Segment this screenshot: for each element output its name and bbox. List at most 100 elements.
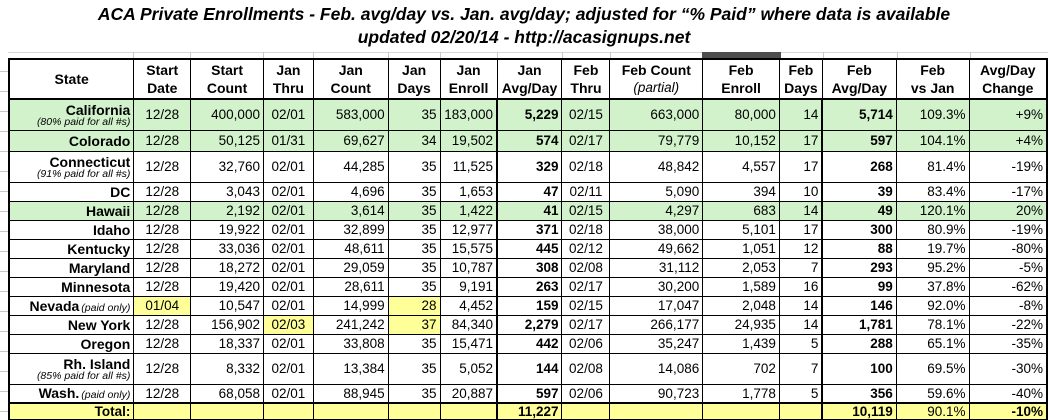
cell-jan-count[interactable]: 48,611 bbox=[312, 238, 389, 259]
cell-jan-thru[interactable]: 01/31 bbox=[262, 129, 314, 152]
cell-feb-avg-day[interactable]: 293 bbox=[821, 257, 897, 278]
cell-start-count[interactable]: 10,547 bbox=[190, 295, 264, 316]
col-header-feb-enroll[interactable]: Feb Enroll bbox=[702, 58, 780, 100]
cell-jan-count[interactable]: 4,696 bbox=[312, 181, 389, 202]
cell-jan-avg-day[interactable]: 41 bbox=[496, 200, 563, 221]
cell-feb-avg-day[interactable]: 1,781 bbox=[821, 314, 897, 335]
col-header-feb-thru[interactable]: Feb Thru bbox=[561, 58, 611, 100]
cell-feb-count[interactable]: 663,000 bbox=[609, 98, 704, 131]
cell-feb-count[interactable]: 17,047 bbox=[609, 295, 704, 316]
total-cell-feb-avg-day[interactable]: 10,119 bbox=[821, 402, 897, 420]
cell-feb-vs-jan[interactable]: 59.6% bbox=[895, 383, 970, 404]
cell-feb-vs-jan[interactable]: 19.7% bbox=[895, 238, 970, 259]
cell-jan-count[interactable]: 33,808 bbox=[312, 333, 389, 354]
total-cell-jan-thru[interactable] bbox=[262, 402, 314, 420]
cell-jan-days[interactable]: 35 bbox=[387, 200, 441, 221]
cell-jan-count[interactable]: 44,285 bbox=[312, 150, 389, 183]
cell-jan-days[interactable]: 35 bbox=[387, 383, 441, 404]
cell-feb-vs-jan[interactable]: 37.8% bbox=[895, 276, 970, 297]
cell-state[interactable]: Colorado bbox=[8, 129, 135, 152]
total-cell-jan-avg-day[interactable]: 11,227 bbox=[496, 402, 563, 420]
cell-jan-thru[interactable]: 02/01 bbox=[262, 98, 314, 131]
cell-jan-days[interactable]: 35 bbox=[387, 333, 441, 354]
cell-feb-vs-jan[interactable]: 78.1% bbox=[895, 314, 970, 335]
cell-feb-thru[interactable]: 02/18 bbox=[561, 219, 611, 240]
cell-start-count[interactable]: 19,922 bbox=[190, 219, 264, 240]
cell-jan-count[interactable]: 14,999 bbox=[312, 295, 389, 316]
cell-jan-count[interactable]: 88,945 bbox=[312, 383, 389, 404]
total-cell-change[interactable]: -10% bbox=[968, 402, 1048, 420]
cell-start-count[interactable]: 8,332 bbox=[190, 352, 264, 385]
cell-feb-days[interactable]: 12 bbox=[778, 238, 823, 259]
col-header-feb-vs-jan[interactable]: Feb vs Jan bbox=[895, 58, 970, 100]
cell-feb-days[interactable]: 7 bbox=[778, 352, 823, 385]
cell-start-date[interactable]: 12/28 bbox=[133, 129, 192, 152]
cell-feb-days[interactable]: 14 bbox=[778, 98, 823, 131]
cell-change[interactable]: -17% bbox=[968, 181, 1048, 202]
cell-jan-avg-day[interactable]: 329 bbox=[496, 150, 563, 183]
cell-feb-vs-jan[interactable]: 120.1% bbox=[895, 200, 970, 221]
cell-jan-avg-day[interactable]: 2,279 bbox=[496, 314, 563, 335]
cell-jan-enroll[interactable]: 1,422 bbox=[439, 200, 498, 221]
cell-start-date[interactable]: 12/28 bbox=[133, 352, 192, 385]
cell-feb-enroll[interactable]: 10,152 bbox=[702, 129, 780, 152]
cell-jan-days[interactable]: 35 bbox=[387, 150, 441, 183]
col-header-start-date[interactable]: Start Date bbox=[133, 58, 192, 100]
cell-state[interactable]: DC bbox=[8, 181, 135, 202]
cell-feb-count[interactable]: 31,112 bbox=[609, 257, 704, 278]
cell-jan-enroll[interactable]: 20,887 bbox=[439, 383, 498, 404]
cell-start-date[interactable]: 12/28 bbox=[133, 333, 192, 354]
col-header-jan-count[interactable]: Jan Count bbox=[312, 58, 389, 100]
total-cell-start-date[interactable] bbox=[133, 402, 192, 420]
cell-feb-enroll[interactable]: 80,000 bbox=[702, 98, 780, 131]
cell-jan-thru[interactable]: 02/01 bbox=[262, 276, 314, 297]
cell-jan-thru[interactable]: 02/01 bbox=[262, 150, 314, 183]
cell-jan-enroll[interactable]: 11,525 bbox=[439, 150, 498, 183]
cell-feb-count[interactable]: 14,086 bbox=[609, 352, 704, 385]
cell-feb-avg-day[interactable]: 39 bbox=[821, 181, 897, 202]
cell-feb-thru[interactable]: 02/17 bbox=[561, 276, 611, 297]
cell-state[interactable]: Rh. Island (85% paid for all #s) bbox=[8, 352, 135, 385]
cell-jan-avg-day[interactable]: 371 bbox=[496, 219, 563, 240]
cell-feb-thru[interactable]: 02/08 bbox=[561, 352, 611, 385]
cell-start-date[interactable]: 12/28 bbox=[133, 219, 192, 240]
cell-change[interactable]: -22% bbox=[968, 314, 1048, 335]
cell-feb-vs-jan[interactable]: 80.9% bbox=[895, 219, 970, 240]
cell-jan-days[interactable]: 35 bbox=[387, 219, 441, 240]
cell-feb-days[interactable]: 7 bbox=[778, 257, 823, 278]
cell-feb-count[interactable]: 266,177 bbox=[609, 314, 704, 335]
cell-feb-avg-day[interactable]: 49 bbox=[821, 200, 897, 221]
cell-change[interactable]: -8% bbox=[968, 295, 1048, 316]
cell-feb-days[interactable]: 10 bbox=[778, 181, 823, 202]
cell-jan-avg-day[interactable]: 5,229 bbox=[496, 98, 563, 131]
total-cell-feb-vs-jan[interactable]: 90.1% bbox=[895, 402, 970, 420]
cell-feb-enroll[interactable]: 1,439 bbox=[702, 333, 780, 354]
cell-jan-days[interactable]: 35 bbox=[387, 181, 441, 202]
cell-change[interactable]: +9% bbox=[968, 98, 1048, 131]
cell-feb-avg-day[interactable]: 5,714 bbox=[821, 98, 897, 131]
cell-feb-enroll[interactable]: 1,778 bbox=[702, 383, 780, 404]
cell-start-date[interactable]: 12/28 bbox=[133, 181, 192, 202]
cell-feb-avg-day[interactable]: 356 bbox=[821, 383, 897, 404]
total-cell-feb-days[interactable] bbox=[778, 402, 823, 420]
col-header-start-count[interactable]: Start Count bbox=[190, 58, 264, 100]
col-header-jan-avg-day[interactable]: Jan Avg/Day bbox=[496, 58, 563, 100]
cell-jan-avg-day[interactable]: 597 bbox=[496, 383, 563, 404]
cell-feb-vs-jan[interactable]: 69.5% bbox=[895, 352, 970, 385]
cell-feb-thru[interactable]: 02/17 bbox=[561, 129, 611, 152]
cell-start-count[interactable]: 32,760 bbox=[190, 150, 264, 183]
cell-feb-days[interactable]: 17 bbox=[778, 129, 823, 152]
cell-start-date[interactable]: 12/28 bbox=[133, 314, 192, 335]
cell-jan-days[interactable]: 37 bbox=[387, 314, 441, 335]
cell-jan-count[interactable]: 13,384 bbox=[312, 352, 389, 385]
cell-feb-count[interactable]: 90,723 bbox=[609, 383, 704, 404]
cell-change[interactable]: 20% bbox=[968, 200, 1048, 221]
cell-jan-enroll[interactable]: 5,052 bbox=[439, 352, 498, 385]
cell-feb-vs-jan[interactable]: 65.1% bbox=[895, 333, 970, 354]
cell-feb-thru[interactable]: 02/12 bbox=[561, 238, 611, 259]
cell-change[interactable]: -19% bbox=[968, 150, 1048, 183]
cell-change[interactable]: -5% bbox=[968, 257, 1048, 278]
cell-feb-enroll[interactable]: 702 bbox=[702, 352, 780, 385]
cell-start-count[interactable]: 2,192 bbox=[190, 200, 264, 221]
cell-jan-days[interactable]: 35 bbox=[387, 352, 441, 385]
